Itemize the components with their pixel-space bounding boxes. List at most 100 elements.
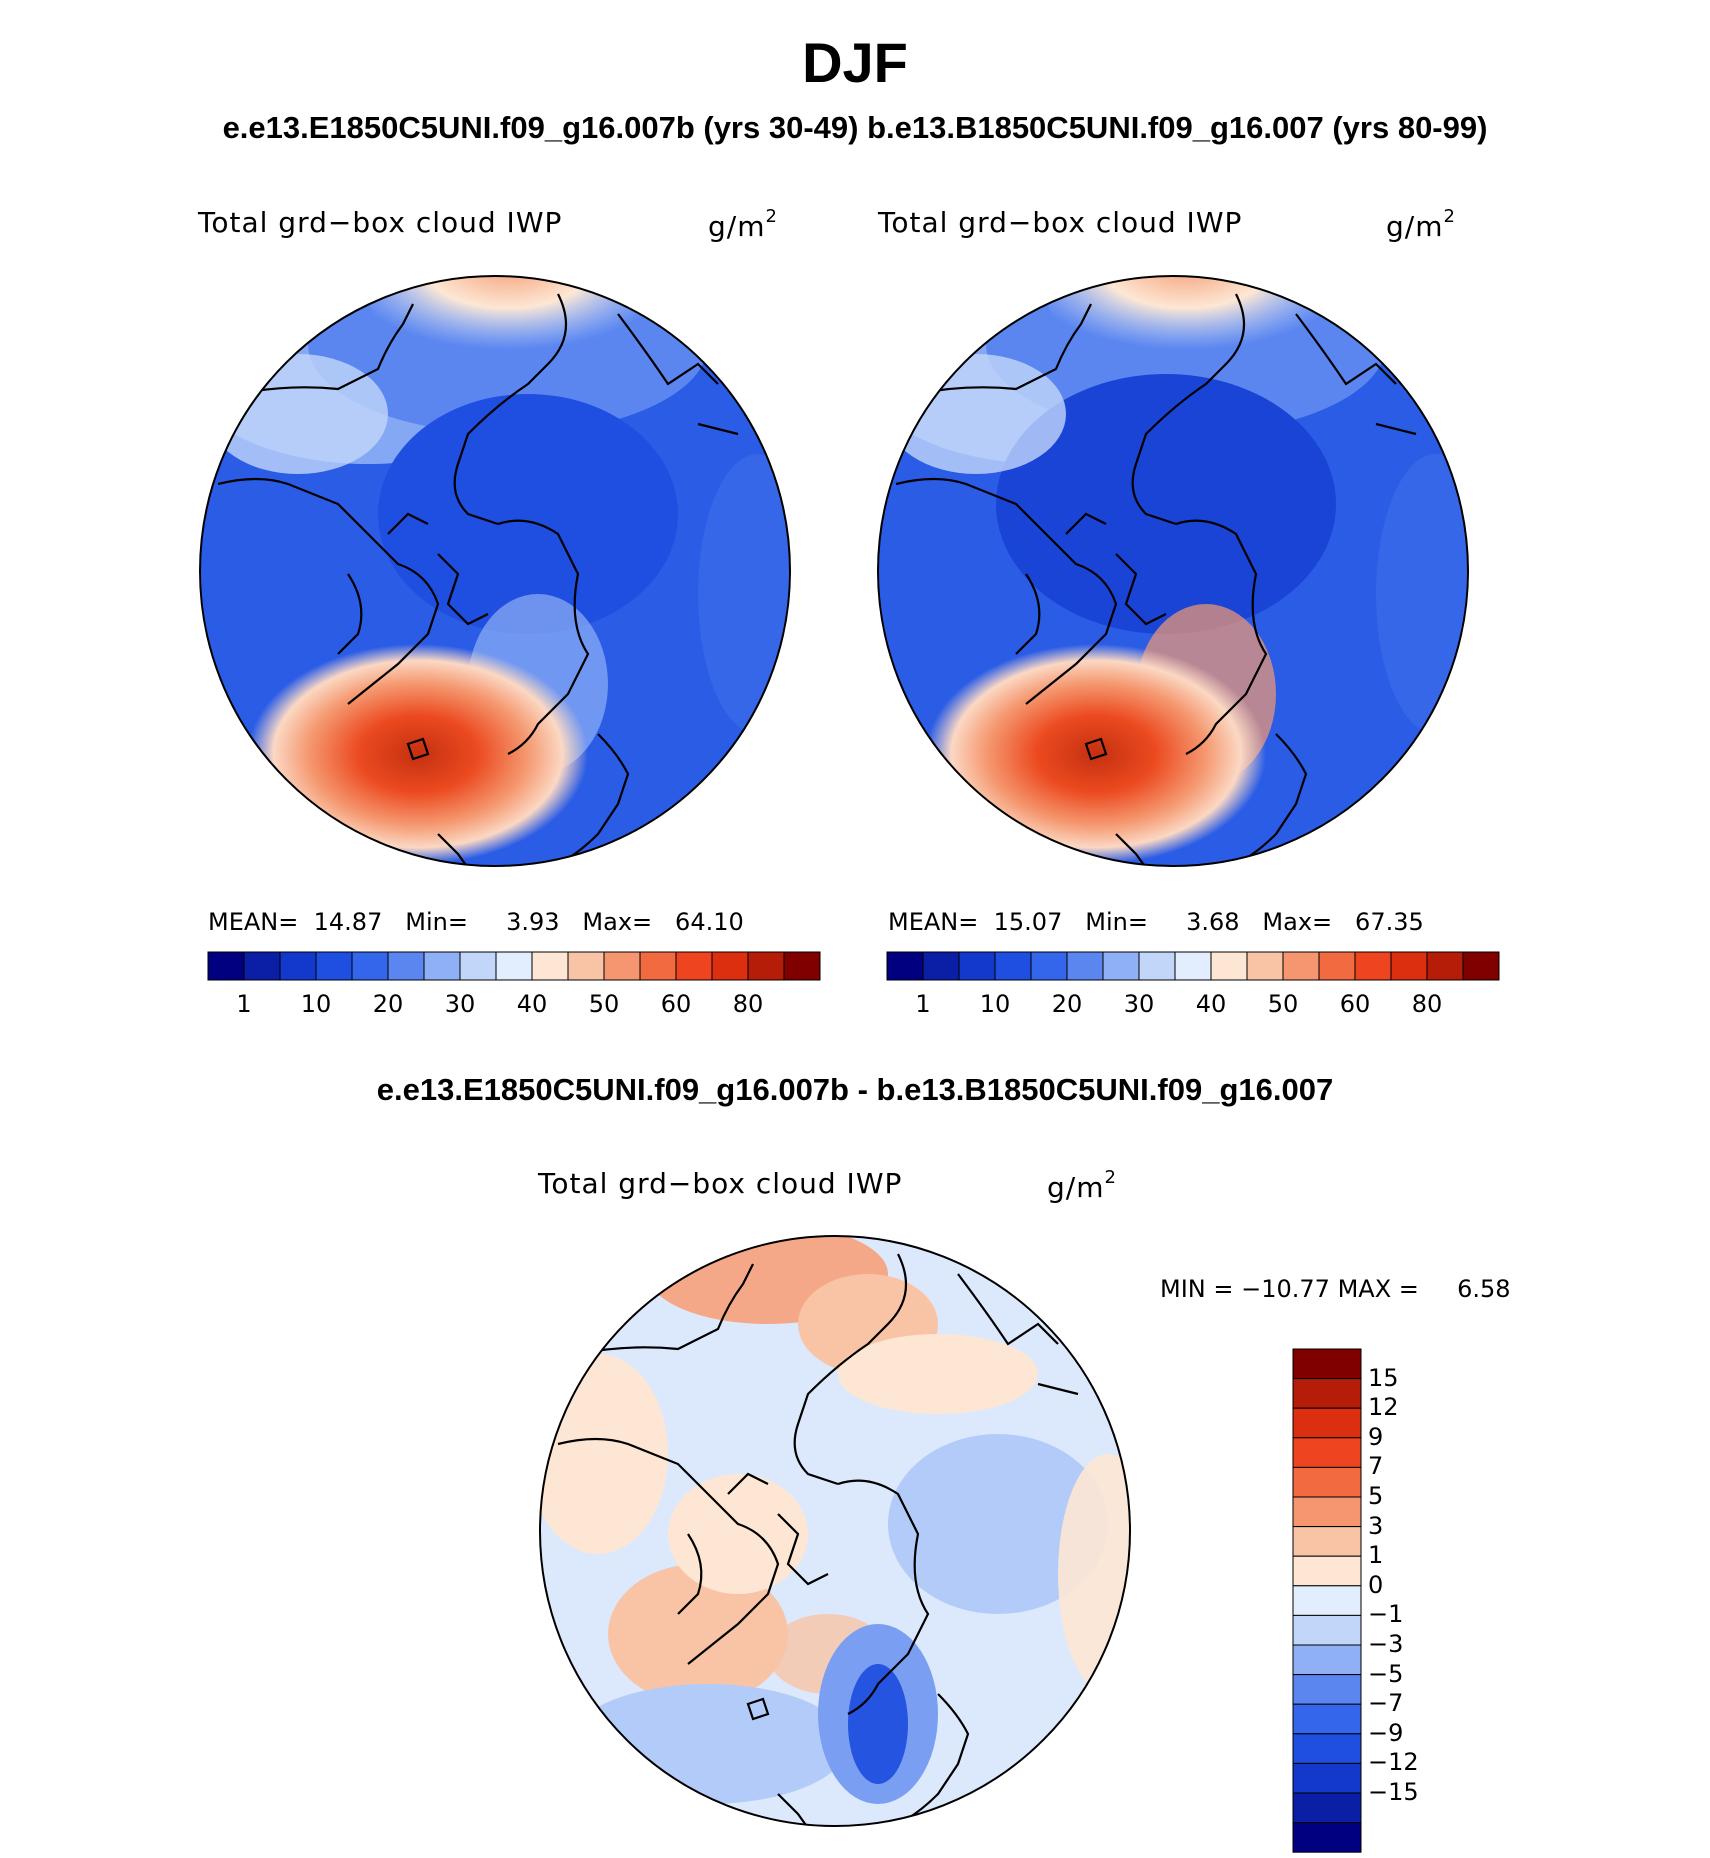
- panel2-colorbar-label: 40: [1195, 990, 1227, 1018]
- panel2-colorbar-swatch: [1390, 951, 1428, 981]
- panel1-colorbar-swatch: [459, 951, 497, 981]
- panel2-colorbar-label: 60: [1339, 990, 1371, 1018]
- panel3-colorbar-swatch: [1292, 1792, 1362, 1824]
- panel3-colorbar-label: −3: [1368, 1630, 1404, 1658]
- panel2-coastlines: [895, 293, 1417, 866]
- panel1-colorbar-swatch: [207, 951, 245, 981]
- panel2-colorbar-swatch: [1282, 951, 1320, 981]
- panel1-colorbar-label: 80: [732, 990, 764, 1018]
- panel3-colorbar: [1292, 1348, 1362, 1858]
- panel2-map: [877, 275, 1469, 867]
- panel2-stats: MEAN= 15.07 Min= 3.68 Max= 67.35: [888, 908, 1424, 936]
- panel1-colorbar-swatch: [747, 951, 785, 981]
- panel2-colorbar-swatch: [1138, 951, 1176, 981]
- panel3-title: Total grd−box cloud IWP: [538, 1167, 903, 1200]
- panel1-title: Total grd−box cloud IWP: [198, 206, 563, 239]
- panel3-colorbar-label: −9: [1368, 1718, 1404, 1747]
- panel1-colorbar-label: 10: [300, 990, 332, 1018]
- panel1-colorbar-swatch: [387, 951, 425, 981]
- panel3-colorbar-label: 12: [1368, 1393, 1399, 1422]
- panel3-colorbar-swatch: [1292, 1555, 1362, 1587]
- panel2-colorbar: [886, 951, 1500, 986]
- panel2-colorbar-swatch: [994, 951, 1032, 981]
- panel1-colorbar-swatch: [711, 951, 749, 981]
- panel1-colorbar-swatch: [567, 951, 605, 981]
- panel3-colorbar-label: 0: [1368, 1570, 1384, 1599]
- panel2-colorbar-swatch: [958, 951, 996, 981]
- panel3-colorbar-label: −15: [1368, 1778, 1419, 1806]
- panel3-colorbar-swatch: [1292, 1437, 1362, 1468]
- panel3-stats: MIN = −10.77 MAX = 6.58: [1160, 1275, 1511, 1303]
- panel3-colorbar-swatch: [1292, 1348, 1362, 1380]
- panel1-colorbar-swatch: [279, 951, 317, 981]
- panel1-colorbar-swatch: [495, 951, 533, 981]
- panel1-map: [199, 275, 791, 867]
- panel1-colorbar-label: 50: [588, 990, 620, 1018]
- panel3-colorbar-label: 5: [1368, 1482, 1384, 1510]
- panel3-colorbar-swatch: [1292, 1762, 1362, 1794]
- panel2-colorbar-label: 20: [1051, 990, 1083, 1018]
- panel3-colorbar-label: −5: [1368, 1659, 1404, 1688]
- panel1-colorbar-label: 1: [236, 990, 252, 1018]
- panel1-colorbar-swatch: [639, 951, 677, 981]
- panel3-colorbar-swatch: [1292, 1466, 1362, 1498]
- panel1-stats: MEAN= 14.87 Min= 3.93 Max= 64.10: [208, 908, 744, 936]
- panel1-colorbar-swatch: [675, 951, 713, 981]
- panel3-colorbar-swatch: [1292, 1674, 1362, 1705]
- panel3-colorbar-label: 15: [1368, 1363, 1399, 1392]
- panel1-colorbar: [207, 951, 821, 986]
- panel2-colorbar-label: 50: [1267, 990, 1299, 1018]
- panel3-colorbar-label: 7: [1368, 1452, 1384, 1481]
- cases-subtitle: e.e13.E1850C5UNI.f09_g16.007b (yrs 30-49…: [222, 110, 1488, 145]
- panel3-colorbar-swatch: [1292, 1526, 1362, 1557]
- panel2-colorbar-swatch: [1426, 951, 1464, 981]
- panel1-colorbar-label: 40: [516, 990, 548, 1018]
- panel1-colorbar-swatch: [351, 951, 389, 981]
- panel3-units: g/m2: [1047, 1167, 1117, 1204]
- panel2-colorbar-swatch: [1246, 951, 1284, 981]
- panel2-title: Total grd−box cloud IWP: [878, 206, 1243, 239]
- panel3-colorbar-label: 1: [1368, 1541, 1384, 1570]
- panel2-colorbar-swatch: [1354, 951, 1392, 981]
- panel1-colorbar-swatch: [603, 951, 641, 981]
- panel1-colorbar-swatch: [783, 951, 821, 981]
- panel3-colorbar-swatch: [1292, 1644, 1362, 1676]
- panel3-colorbar-swatch: [1292, 1703, 1362, 1735]
- panel3-colorbar-swatch: [1292, 1407, 1362, 1439]
- panel2-colorbar-label: 80: [1411, 990, 1443, 1018]
- panel3-colorbar-swatch: [1292, 1614, 1362, 1646]
- panel1-units: g/m2: [708, 206, 778, 243]
- panel3-colorbar-label: 3: [1368, 1511, 1384, 1540]
- panel3-colorbar-label: −7: [1368, 1689, 1404, 1718]
- panel3-colorbar-swatch: [1292, 1585, 1362, 1616]
- panel3-colorbar-swatch: [1292, 1378, 1362, 1409]
- panel2-colorbar-swatch: [1102, 951, 1140, 981]
- panel3-colorbar-swatch: [1292, 1496, 1362, 1528]
- panel2-colorbar-swatch: [1318, 951, 1356, 981]
- panel3-map: [539, 1235, 1131, 1827]
- panel2-field: [878, 276, 1468, 866]
- diff-subtitle: e.e13.E1850C5UNI.f09_g16.007b - b.e13.B1…: [376, 1072, 1334, 1107]
- panel1-colorbar-label: 60: [660, 990, 692, 1018]
- panel3-coastlines: [557, 1253, 1079, 1826]
- panel2-colorbar-swatch: [886, 951, 924, 981]
- panel1-colorbar-label: 30: [444, 990, 476, 1018]
- panel1-colorbar-swatch: [243, 951, 281, 981]
- panel3-field: [540, 1236, 1130, 1826]
- panel2-colorbar-swatch: [922, 951, 960, 981]
- panel3-colorbar-label: 9: [1368, 1422, 1384, 1451]
- panel2-colorbar-label: 30: [1123, 990, 1155, 1018]
- panel3-colorbar-swatch: [1292, 1822, 1362, 1853]
- panel2-colorbar-label: 1: [915, 990, 931, 1018]
- panel2-colorbar-swatch: [1066, 951, 1104, 981]
- panel1-colorbar-label: 20: [372, 990, 404, 1018]
- panel2-units: g/m2: [1386, 206, 1456, 243]
- panel2-colorbar-swatch: [1210, 951, 1248, 981]
- panel1-colorbar-swatch: [423, 951, 461, 981]
- panel1-colorbar-swatch: [315, 951, 353, 981]
- panel3-colorbar-swatch: [1292, 1733, 1362, 1764]
- page-title: DJF: [802, 31, 908, 94]
- panel2-colorbar-label: 10: [979, 990, 1011, 1018]
- panel3-colorbar-label: −12: [1368, 1748, 1419, 1777]
- panel2-colorbar-swatch: [1462, 951, 1500, 981]
